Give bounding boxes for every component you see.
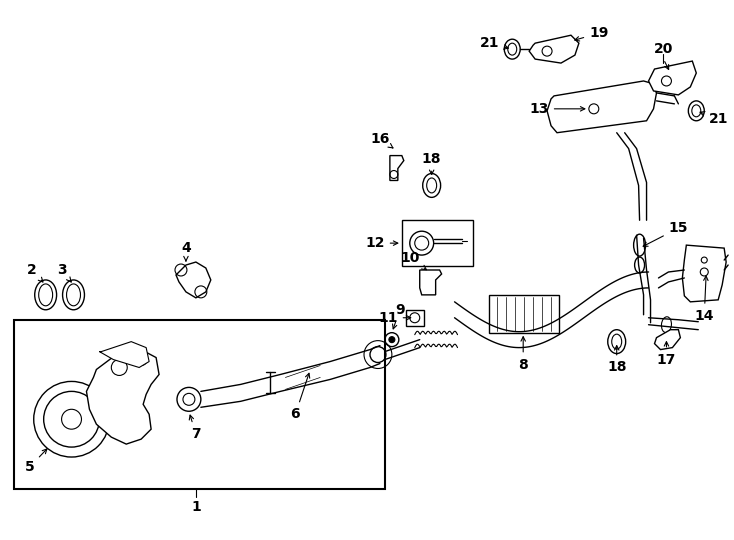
Polygon shape	[649, 61, 697, 95]
Polygon shape	[87, 349, 159, 444]
Text: 5: 5	[25, 449, 47, 474]
Bar	[406, 310, 424, 326]
Text: 9: 9	[393, 303, 404, 329]
Text: 11: 11	[378, 310, 411, 325]
Bar	[401, 220, 473, 266]
Text: 10: 10	[400, 251, 426, 269]
Polygon shape	[655, 330, 680, 349]
Text: 18: 18	[607, 346, 626, 375]
Bar	[490, 295, 559, 333]
Text: 4: 4	[181, 241, 191, 261]
Polygon shape	[99, 342, 149, 368]
Polygon shape	[390, 156, 404, 180]
Polygon shape	[683, 245, 726, 302]
Polygon shape	[547, 81, 656, 133]
Text: 13: 13	[529, 102, 585, 116]
Text: 1: 1	[191, 500, 201, 514]
Text: 14: 14	[694, 276, 714, 323]
Circle shape	[389, 336, 395, 342]
Polygon shape	[529, 35, 579, 63]
Text: 12: 12	[366, 236, 398, 250]
Text: 20: 20	[654, 42, 673, 56]
Text: 8: 8	[518, 337, 528, 372]
Text: 15: 15	[643, 221, 688, 246]
Text: 19: 19	[575, 26, 608, 41]
Polygon shape	[176, 262, 211, 298]
Text: 18: 18	[422, 152, 441, 174]
Text: 6: 6	[291, 373, 310, 421]
Text: 21: 21	[700, 112, 728, 126]
Text: 7: 7	[189, 415, 200, 441]
Text: 3: 3	[57, 263, 71, 282]
Text: 21: 21	[479, 36, 509, 50]
Text: 16: 16	[370, 132, 393, 148]
Text: 17: 17	[657, 342, 676, 367]
Text: 2: 2	[27, 263, 43, 282]
Bar	[14, 320, 385, 489]
Polygon shape	[420, 270, 442, 295]
